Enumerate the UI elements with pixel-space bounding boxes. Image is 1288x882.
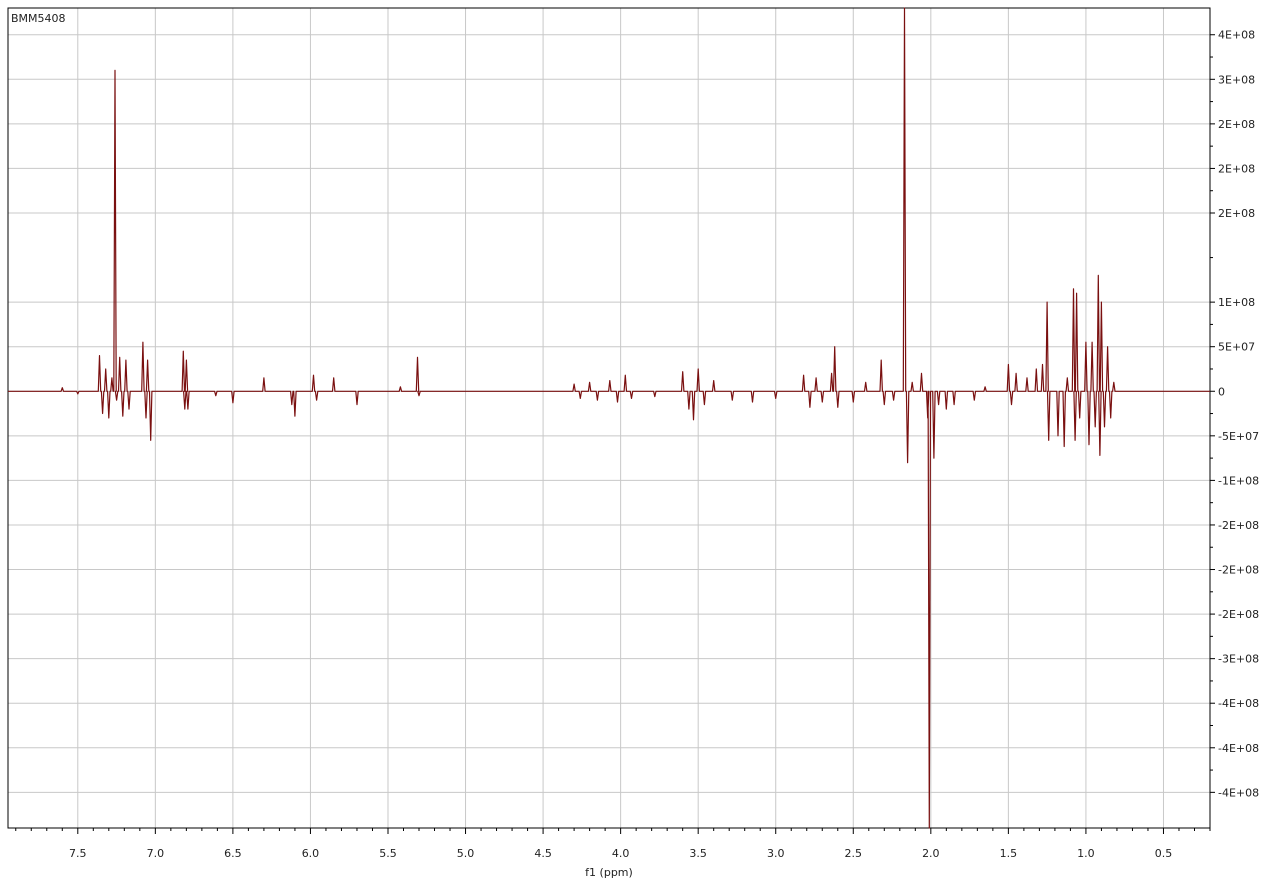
- y-tick-label: 2E+08: [1218, 207, 1255, 220]
- y-tick-label: 3E+08: [1218, 73, 1255, 86]
- x-tick-label: 5.5: [379, 847, 397, 860]
- x-tick-label: 0.5: [1155, 847, 1173, 860]
- x-tick-label: 2.0: [922, 847, 940, 860]
- x-tick-label: 6.5: [224, 847, 242, 860]
- x-tick-label: 4.5: [534, 847, 552, 860]
- y-tick-label: -3E+08: [1218, 653, 1259, 666]
- y-tick-label: -2E+08: [1218, 564, 1259, 577]
- y-tick-label: -4E+08: [1218, 697, 1259, 710]
- y-tick-label: 4E+08: [1218, 29, 1255, 42]
- y-axis: 4E+08 3E+08 2E+08 2E+08 2E+08 1E+08 5E+07 0 -5E+…: [1210, 29, 1259, 799]
- y-tick-label: 2E+08: [1218, 162, 1255, 175]
- y-tick-label: -4E+08: [1218, 786, 1259, 799]
- y-tick-label: 2E+08: [1218, 118, 1255, 131]
- y-tick-label: -1E+08: [1218, 474, 1259, 487]
- grid-lines: [8, 8, 1210, 828]
- y-tick-label: 1E+08: [1218, 296, 1255, 309]
- x-tick-label: 5.0: [457, 847, 475, 860]
- x-tick-label: 1.0: [1077, 847, 1095, 860]
- x-tick-label: 4.0: [612, 847, 630, 860]
- plot-frame: [7, 7, 1211, 829]
- spectrum-trace: [8, 7, 1210, 829]
- sample-label: BMM5408: [11, 12, 66, 25]
- y-tick-label: -2E+08: [1218, 608, 1259, 621]
- y-tick-label: -2E+08: [1218, 519, 1259, 532]
- x-tick-label: 1.5: [1000, 847, 1018, 860]
- y-tick-label: 5E+07: [1218, 341, 1255, 354]
- y-tick-label: -4E+08: [1218, 742, 1259, 755]
- x-tick-label: 6.0: [302, 847, 320, 860]
- x-tick-label: 2.5: [845, 847, 863, 860]
- x-tick-label: 3.0: [767, 847, 785, 860]
- x-tick-label: 3.5: [689, 847, 707, 860]
- x-tick-label: 7.5: [69, 847, 87, 860]
- x-tick-label: 7.0: [147, 847, 165, 860]
- y-tick-label: 0: [1218, 385, 1225, 398]
- x-axis: 7.5 7.0 6.5 6.0 5.5 5.0 4.5 4.0 3.5 3.0 2.5 2.0 1.5 1…: [15, 828, 1211, 860]
- y-tick-label: -5E+07: [1218, 430, 1259, 443]
- x-axis-title: f1 (ppm): [585, 866, 633, 879]
